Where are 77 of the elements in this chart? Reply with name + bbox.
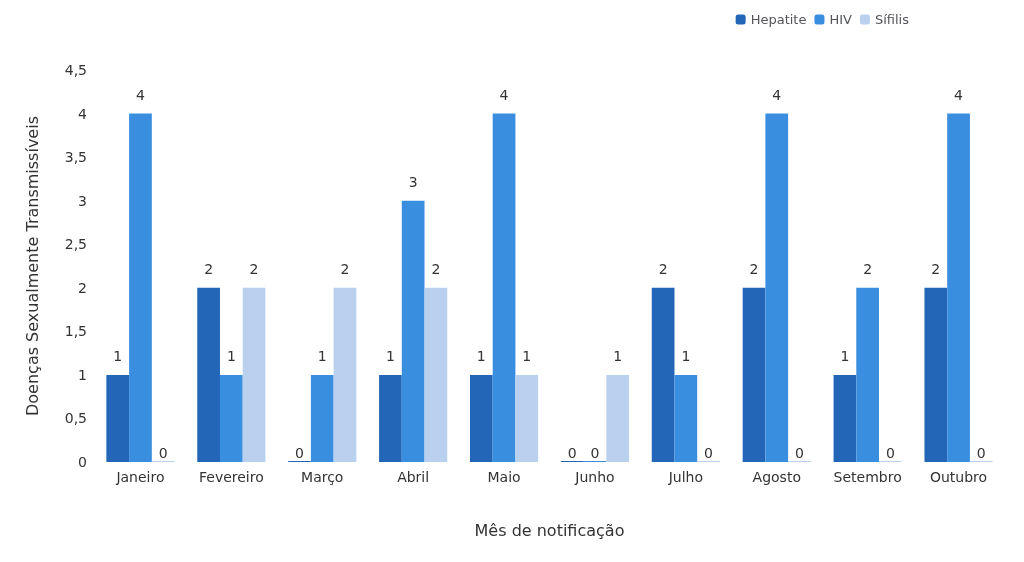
data-label: 1 [385, 347, 395, 364]
legend-label: HIV [829, 12, 853, 27]
bar [833, 374, 857, 462]
data-label: 0 [567, 445, 577, 461]
data-label: 2 [340, 260, 350, 277]
y-tick-label: 1 [78, 366, 87, 383]
bar [469, 374, 493, 462]
bar [242, 287, 266, 462]
data-label: 0 [976, 445, 986, 461]
x-tick-label: Março [301, 469, 344, 485]
data-label: 2 [658, 260, 668, 277]
x-tick-label: Janeiro [115, 469, 165, 485]
bar [606, 374, 630, 462]
data-label: 1 [113, 347, 123, 364]
bar [379, 374, 402, 462]
bar [219, 374, 243, 462]
bar [129, 113, 152, 462]
bar [674, 374, 698, 462]
data-label: 0 [795, 445, 804, 461]
legend-label: Hepatite [750, 12, 807, 27]
x-tick-label: Junho [574, 469, 615, 485]
data-label: 0 [885, 445, 895, 461]
bar [333, 287, 357, 462]
y-tick-label: 4 [78, 105, 88, 122]
data-label: 4 [954, 86, 964, 103]
data-label: 2 [931, 260, 941, 277]
bar [310, 374, 334, 462]
x-tick-label: Julho [667, 469, 704, 485]
data-label: 2 [249, 260, 259, 277]
data-label: 4 [499, 86, 509, 103]
data-label: 1 [226, 347, 236, 364]
bar [424, 287, 448, 462]
y-tick-label: 3,5 [64, 149, 87, 166]
y-tick-label: 0 [78, 454, 87, 470]
bar [197, 287, 220, 462]
data-label: 2 [204, 260, 214, 277]
data-label: 0 [704, 445, 714, 461]
data-label: 3 [408, 173, 418, 190]
data-label: 4 [772, 86, 782, 103]
data-label: 2 [431, 260, 441, 277]
bar [765, 113, 789, 462]
data-label: 1 [840, 347, 850, 364]
data-label: 1 [317, 347, 327, 364]
x-tick-label: Agosto [752, 469, 801, 485]
data-label: 0 [295, 445, 304, 461]
data-label: 2 [749, 260, 759, 277]
x-tick-label: Maio [487, 469, 521, 485]
data-label: 1 [522, 347, 532, 364]
y-tick-label: 2 [78, 279, 87, 296]
y-axis-title: Doenças Sexualmente Transmissíveis [22, 116, 42, 416]
x-axis-title: Mês de notificação [474, 520, 625, 540]
bar [651, 287, 675, 462]
bar [742, 287, 766, 462]
x-tick-label: Fevereiro [198, 469, 264, 485]
y-tick-label: 0,5 [64, 410, 87, 427]
data-label: 0 [158, 445, 168, 461]
data-label: 2 [863, 260, 873, 277]
bar [106, 374, 130, 462]
data-label: 4 [135, 86, 145, 103]
y-tick-label: 4,5 [64, 62, 87, 78]
y-tick-label: 2,5 [64, 236, 87, 253]
y-tick-label: 1,5 [64, 323, 87, 340]
x-tick-label: Setembro [833, 469, 902, 485]
y-tick-label: 3 [78, 192, 87, 209]
bar [947, 113, 970, 462]
legend-label: Sífilis [874, 12, 910, 27]
x-tick-label: Outubro [929, 469, 988, 485]
x-tick-label: Abril [397, 469, 430, 485]
data-label: 0 [590, 445, 600, 461]
bar [401, 200, 425, 462]
bar [492, 113, 516, 462]
bar [856, 287, 880, 462]
bar [515, 374, 539, 462]
data-label: 1 [476, 347, 486, 364]
bar [924, 287, 948, 462]
data-label: 1 [613, 347, 623, 364]
data-label: 1 [681, 347, 691, 364]
